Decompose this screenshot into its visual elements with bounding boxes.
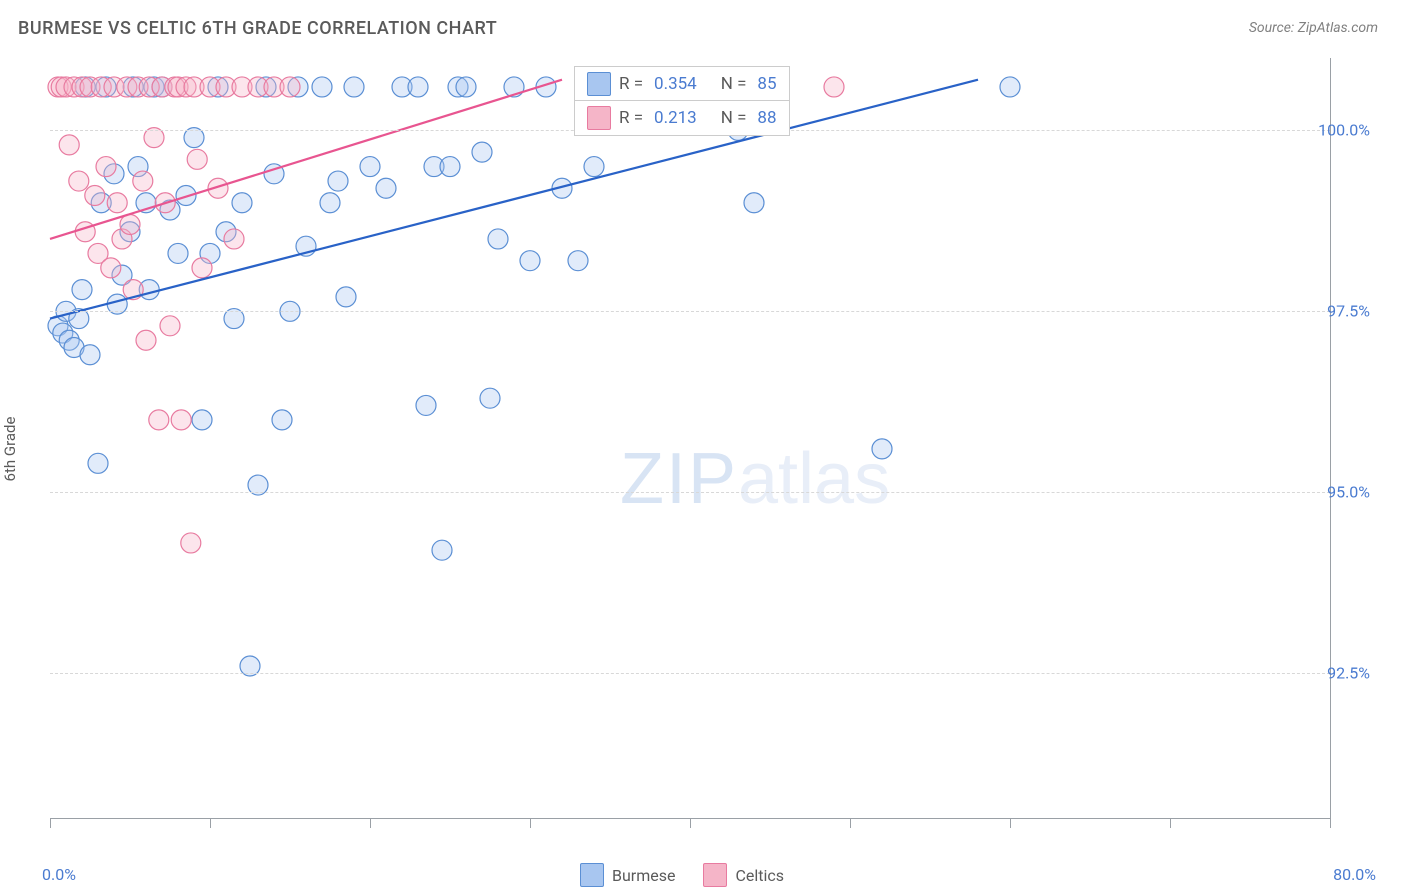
scatter-point — [584, 157, 604, 177]
scatter-point — [408, 77, 428, 97]
bottom-legend: Burmese Celtics — [580, 863, 784, 887]
scatter-point — [80, 345, 100, 365]
scatter-point — [192, 258, 212, 278]
scatter-point — [168, 243, 188, 263]
scatter-point — [344, 77, 364, 97]
scatter-point — [160, 316, 180, 336]
scatter-point — [320, 193, 340, 213]
scatter-point — [416, 395, 436, 415]
plot-svg — [50, 58, 1330, 818]
legend-r-prefix: R = — [619, 74, 643, 94]
scatter-point — [149, 410, 169, 430]
x-tick — [1330, 818, 1331, 828]
legend-r-prefix: R = — [619, 108, 643, 128]
scatter-point — [120, 214, 140, 234]
scatter-point — [192, 410, 212, 430]
legend-celtics-r: 0.213 — [654, 108, 697, 128]
scatter-point — [872, 439, 892, 459]
legend-swatch-celtics — [587, 106, 611, 130]
bottom-legend-burmese: Burmese — [580, 863, 675, 887]
scatter-point — [72, 280, 92, 300]
scatter-point — [133, 171, 153, 191]
x-tick — [690, 818, 691, 828]
scatter-point — [744, 193, 764, 213]
scatter-point — [232, 193, 252, 213]
chart-container: BURMESE VS CELTIC 6TH GRADE CORRELATION … — [0, 0, 1406, 892]
x-tick — [1170, 818, 1171, 828]
scatter-point — [432, 540, 452, 560]
x-tick-label-max: 80.0% — [1333, 865, 1376, 884]
scatter-point — [96, 157, 116, 177]
bottom-legend-burmese-label: Burmese — [612, 866, 675, 885]
legend-burmese-stats: R = 0.354 N = 85 — [574, 66, 790, 102]
scatter-point — [472, 142, 492, 162]
scatter-point — [312, 77, 332, 97]
grid-line-h — [50, 311, 1330, 312]
scatter-point — [59, 135, 79, 155]
chart-title: BURMESE VS CELTIC 6TH GRADE CORRELATION … — [18, 18, 497, 39]
source-attribution: Source: ZipAtlas.com — [1249, 20, 1378, 36]
x-tick — [850, 818, 851, 828]
scatter-point — [224, 229, 244, 249]
legend-burmese-n: 85 — [757, 74, 776, 94]
x-tick-label-min: 0.0% — [42, 865, 76, 884]
legend-n-prefix: N = — [721, 74, 747, 94]
scatter-point — [171, 410, 191, 430]
scatter-point — [272, 410, 292, 430]
x-tick — [210, 818, 211, 828]
scatter-point — [101, 258, 121, 278]
scatter-point — [181, 533, 201, 553]
scatter-point — [1000, 77, 1020, 97]
scatter-point — [360, 157, 380, 177]
legend-swatch-burmese — [587, 72, 611, 96]
scatter-point — [520, 251, 540, 271]
scatter-point — [69, 171, 89, 191]
legend-n-prefix: N = — [721, 108, 747, 128]
legend-celtics-n: 88 — [757, 108, 776, 128]
grid-line-h — [50, 673, 1330, 674]
y-axis-label: 6th Grade — [1, 417, 19, 482]
scatter-point — [328, 171, 348, 191]
scatter-point — [488, 229, 508, 249]
x-tick — [530, 818, 531, 828]
scatter-point — [107, 193, 127, 213]
legend-swatch-celtics-icon — [703, 863, 727, 887]
y-tick-label: 100.0% — [1318, 121, 1370, 140]
bottom-legend-celtics: Celtics — [703, 863, 784, 887]
legend-burmese-r: 0.354 — [654, 74, 697, 94]
scatter-point — [88, 453, 108, 473]
scatter-point — [280, 77, 300, 97]
scatter-point — [336, 287, 356, 307]
plot-area: ZIPatlas — [50, 58, 1331, 819]
scatter-point — [824, 77, 844, 97]
scatter-point — [440, 157, 460, 177]
scatter-point — [376, 178, 396, 198]
scatter-point — [136, 330, 156, 350]
scatter-point — [85, 186, 105, 206]
x-tick — [370, 818, 371, 828]
scatter-point — [480, 388, 500, 408]
scatter-point — [456, 77, 476, 97]
y-tick-label: 97.5% — [1327, 302, 1370, 321]
y-tick-label: 92.5% — [1327, 664, 1370, 683]
scatter-point — [568, 251, 588, 271]
legend-swatch-burmese-icon — [580, 863, 604, 887]
scatter-point — [187, 149, 207, 169]
grid-line-h — [50, 492, 1330, 493]
legend-celtics-stats: R = 0.213 N = 88 — [574, 100, 790, 136]
x-tick — [50, 818, 51, 828]
y-tick-label: 95.0% — [1327, 483, 1370, 502]
bottom-legend-celtics-label: Celtics — [735, 866, 784, 885]
x-tick — [1010, 818, 1011, 828]
